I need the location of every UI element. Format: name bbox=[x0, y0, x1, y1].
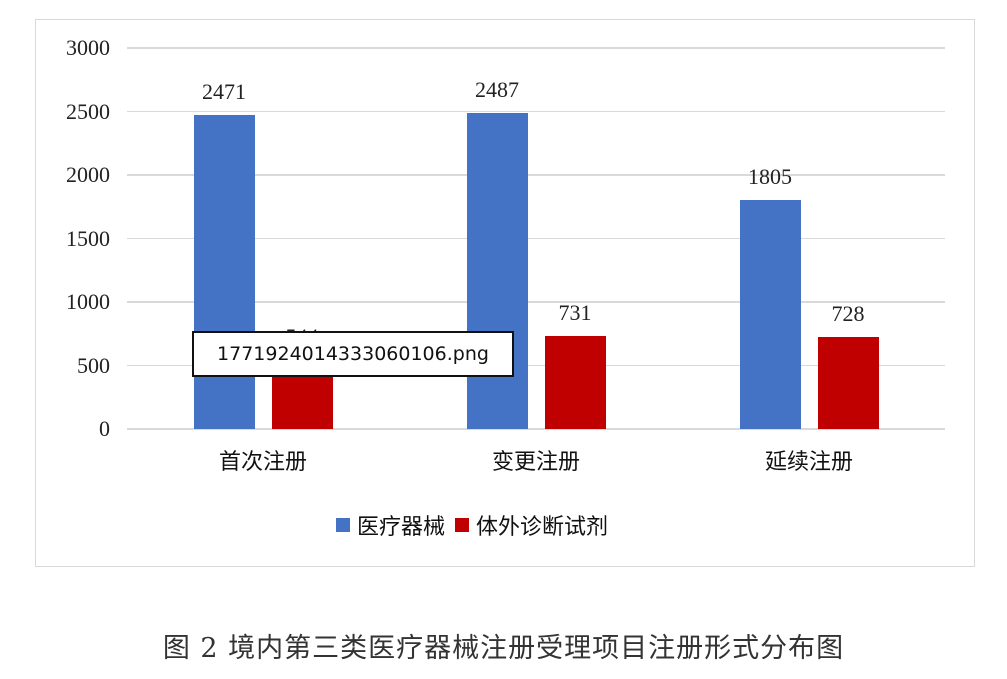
gridline bbox=[127, 174, 945, 176]
y-tick-label: 0 bbox=[99, 416, 110, 441]
bar-medical-devices bbox=[739, 199, 801, 429]
bar-ivd-reagents bbox=[817, 336, 879, 429]
legend: 医疗器械 体外诊断试剂 bbox=[336, 509, 618, 541]
figure-caption: 图 2 境内第三类医疗器械注册受理项目注册形式分布图 bbox=[162, 633, 845, 664]
x-category-label: 变更注册 bbox=[491, 450, 580, 475]
bar-medical-devices bbox=[193, 115, 255, 429]
gridline bbox=[127, 428, 945, 430]
legend-swatch-red bbox=[455, 518, 470, 532]
data-label: 731 bbox=[558, 300, 592, 326]
gridline bbox=[127, 47, 945, 49]
legend-label: 医疗器械 bbox=[357, 515, 446, 540]
gridline bbox=[127, 301, 945, 303]
data-label: 2487 bbox=[475, 77, 519, 103]
y-tick-label: 3000 bbox=[66, 35, 110, 60]
gridline bbox=[127, 110, 945, 113]
bar-medical-devices bbox=[466, 113, 528, 429]
x-category-label: 首次注册 bbox=[218, 450, 307, 475]
x-category-label: 延续注册 bbox=[764, 450, 853, 475]
gridline bbox=[127, 364, 945, 367]
data-label: 728 bbox=[831, 300, 865, 326]
y-tick-label: 2000 bbox=[66, 162, 110, 187]
y-tick-label: 2500 bbox=[66, 98, 110, 124]
bar-ivd-reagents bbox=[544, 336, 606, 429]
y-tick-label: 500 bbox=[77, 352, 110, 378]
gridline bbox=[127, 237, 945, 240]
legend-label: 体外诊断试剂 bbox=[476, 515, 609, 540]
y-tick-label: 1500 bbox=[66, 225, 110, 251]
data-label: 1805 bbox=[748, 163, 792, 189]
legend-item-medical-devices: 医疗器械 bbox=[336, 509, 445, 541]
data-label: 2471 bbox=[202, 79, 246, 105]
legend-item-ivd-reagents: 体外诊断试剂 bbox=[455, 509, 608, 541]
y-tick-label: 1000 bbox=[66, 289, 110, 314]
legend-swatch-blue bbox=[336, 518, 350, 532]
filename-tooltip: 1771924014333060106.png bbox=[192, 331, 514, 377]
